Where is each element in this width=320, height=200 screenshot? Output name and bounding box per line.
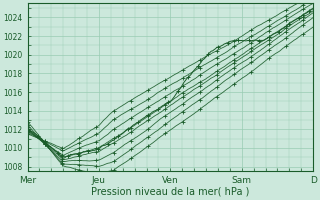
X-axis label: Pression niveau de la mer( hPa ): Pression niveau de la mer( hPa ) xyxy=(91,187,250,197)
